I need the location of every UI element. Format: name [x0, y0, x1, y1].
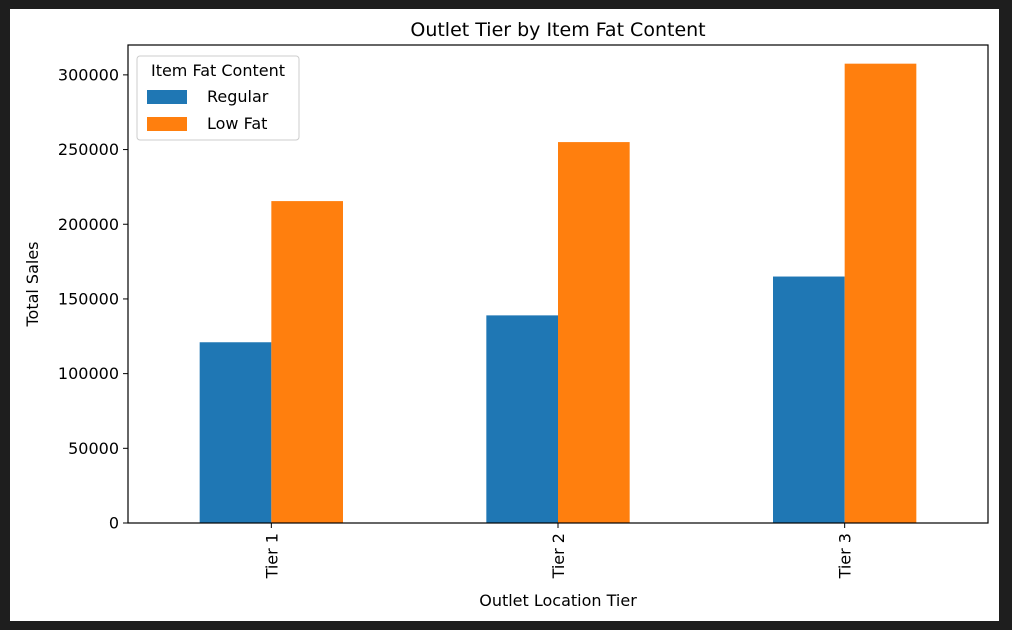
y-axis-label: Total Sales [23, 241, 42, 327]
x-tick-label: Tier 2 [549, 533, 568, 579]
plot-area: Tier 1 Tier 2 Tier 3 0 50000 100000 150000 2000… [58, 63, 917, 579]
bar-chart: Outlet Tier by Item Fat Content Tier 1 Ti… [23, 19, 989, 610]
bar-regular-3 [773, 276, 845, 523]
y-tick-label: 200000 [58, 215, 119, 234]
y-tick-label: 0 [109, 514, 119, 533]
legend-label-regular: Regular [207, 87, 269, 106]
bar-regular-1 [199, 342, 272, 523]
y-tick-label: 50000 [68, 439, 119, 458]
legend-swatch-low-fat [147, 117, 187, 131]
y-tick-label: 100000 [58, 364, 119, 383]
legend-label-low-fat: Low Fat [207, 114, 267, 133]
chart-title: Outlet Tier by Item Fat Content [410, 19, 705, 41]
chart-figure: Outlet Tier by Item Fat Content Tier 1 Ti… [10, 9, 999, 621]
bar-low-fat-2 [558, 142, 630, 523]
y-tick-label: 150000 [58, 289, 119, 308]
x-axis-label: Outlet Location Tier [479, 591, 637, 610]
legend: Item Fat Content Regular Low Fat [136, 55, 300, 141]
bar-low-fat-1 [271, 201, 343, 524]
y-tick-label: 250000 [58, 140, 119, 159]
bar-regular-2 [486, 315, 558, 523]
x-tick-label: Tier 1 [262, 533, 281, 579]
legend-title: Item Fat Content [151, 61, 285, 80]
bar-low-fat-3 [844, 63, 917, 523]
legend-swatch-regular [147, 90, 187, 104]
plot-frame [127, 44, 989, 524]
y-tick-label: 300000 [58, 65, 119, 84]
x-tick-label: Tier 3 [836, 533, 855, 579]
